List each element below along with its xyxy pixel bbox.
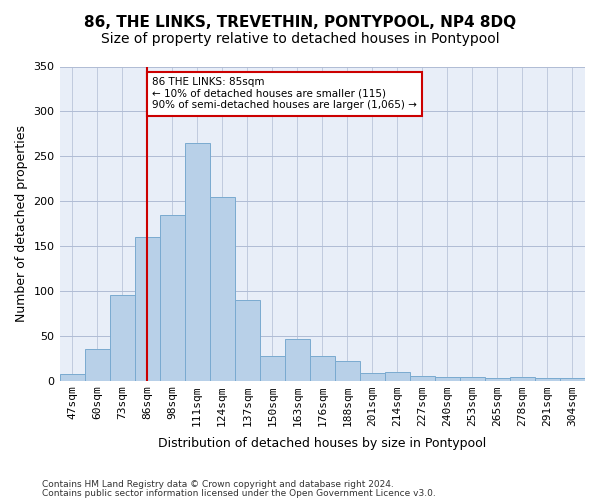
Bar (235, 300, 260, 380)
Bar (560, 378, 585, 380)
Bar (59, 374, 85, 380)
Bar (385, 372, 410, 380)
Bar (185, 143, 209, 380)
Y-axis label: Number of detached properties: Number of detached properties (15, 125, 28, 322)
Text: 86, THE LINKS, TREVETHIN, PONTYPOOL, NP4 8DQ: 86, THE LINKS, TREVETHIN, PONTYPOOL, NP4… (84, 15, 516, 30)
Bar (85, 349, 110, 380)
Bar (285, 340, 310, 380)
Bar (209, 196, 235, 380)
X-axis label: Distribution of detached houses by size in Pontypool: Distribution of detached houses by size … (158, 437, 487, 450)
Text: Contains HM Land Registry data © Crown copyright and database right 2024.: Contains HM Land Registry data © Crown c… (42, 480, 394, 489)
Bar (335, 361, 360, 380)
Bar (310, 356, 335, 380)
Bar (360, 374, 385, 380)
Bar (435, 377, 460, 380)
Bar (160, 214, 185, 380)
Bar (410, 376, 435, 380)
Bar (110, 296, 134, 380)
Bar (485, 378, 510, 380)
Text: 86 THE LINKS: 85sqm
← 10% of detached houses are smaller (115)
90% of semi-detac: 86 THE LINKS: 85sqm ← 10% of detached ho… (152, 78, 417, 110)
Bar (460, 377, 485, 380)
Bar (134, 237, 160, 380)
Bar (510, 377, 535, 380)
Text: Size of property relative to detached houses in Pontypool: Size of property relative to detached ho… (101, 32, 499, 46)
Bar (260, 356, 285, 380)
Bar (535, 378, 560, 380)
Text: Contains public sector information licensed under the Open Government Licence v3: Contains public sector information licen… (42, 488, 436, 498)
